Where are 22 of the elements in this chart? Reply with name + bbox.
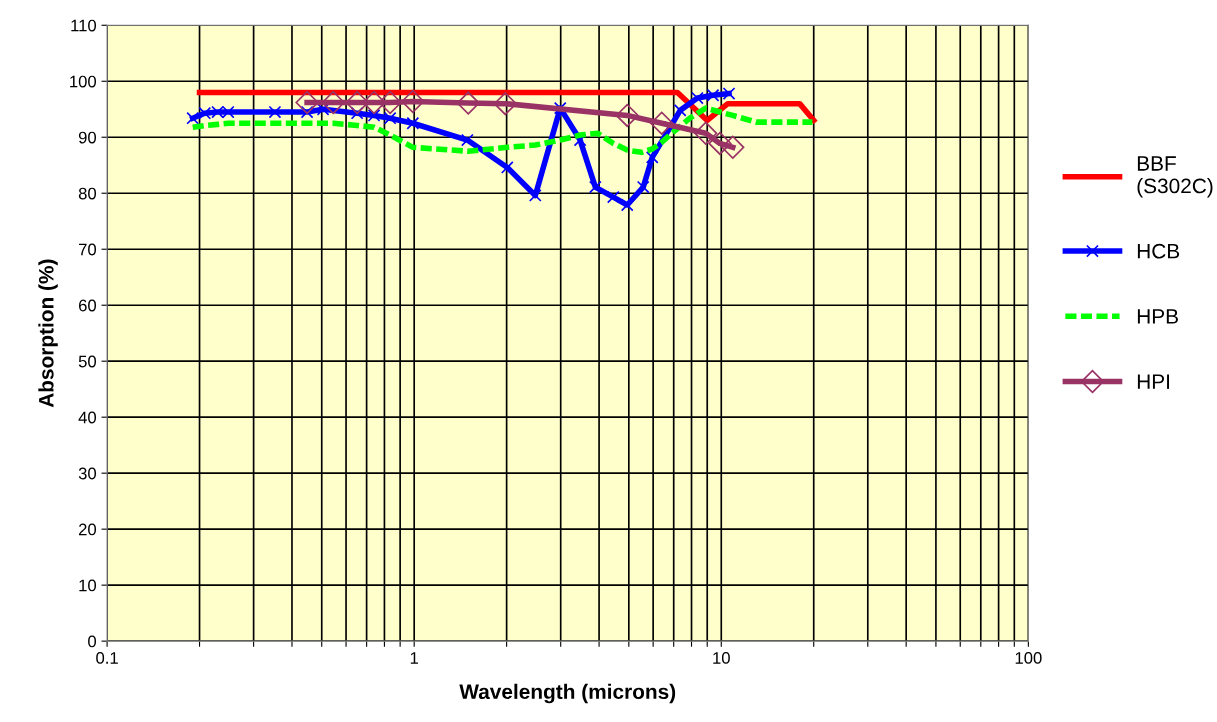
x-tick-label: 0.1 [96,651,118,664]
y-axis-title: Absorption (%) [38,259,58,408]
y-tick-label: 40 [78,411,97,424]
y-tick-label: 30 [78,467,97,480]
legend-label: HCB [1137,243,1180,259]
x-tick-label: 1 [410,652,419,664]
y-tick-label: 100 [70,75,97,88]
legend-label: HPI [1137,374,1170,389]
y-tick-label: 0 [88,635,97,648]
x-axis-title: Wavelength (microns) [459,683,676,704]
legend-label: BBF (S302C) [1137,156,1213,198]
y-tick-label: 20 [78,523,97,536]
x-tick-label: 10 [713,651,730,664]
x-tick-label: 100 [1015,651,1042,664]
y-tick-label: 60 [78,299,97,312]
y-tick-label: 80 [78,187,97,200]
y-tick-label: 50 [78,355,97,368]
y-tick-label: 110 [71,19,97,32]
y-tick-label: 70 [79,243,97,256]
y-tick-label: 90 [78,131,97,144]
y-tick-label: 10 [79,579,97,592]
legend-label: HPB [1137,309,1178,324]
